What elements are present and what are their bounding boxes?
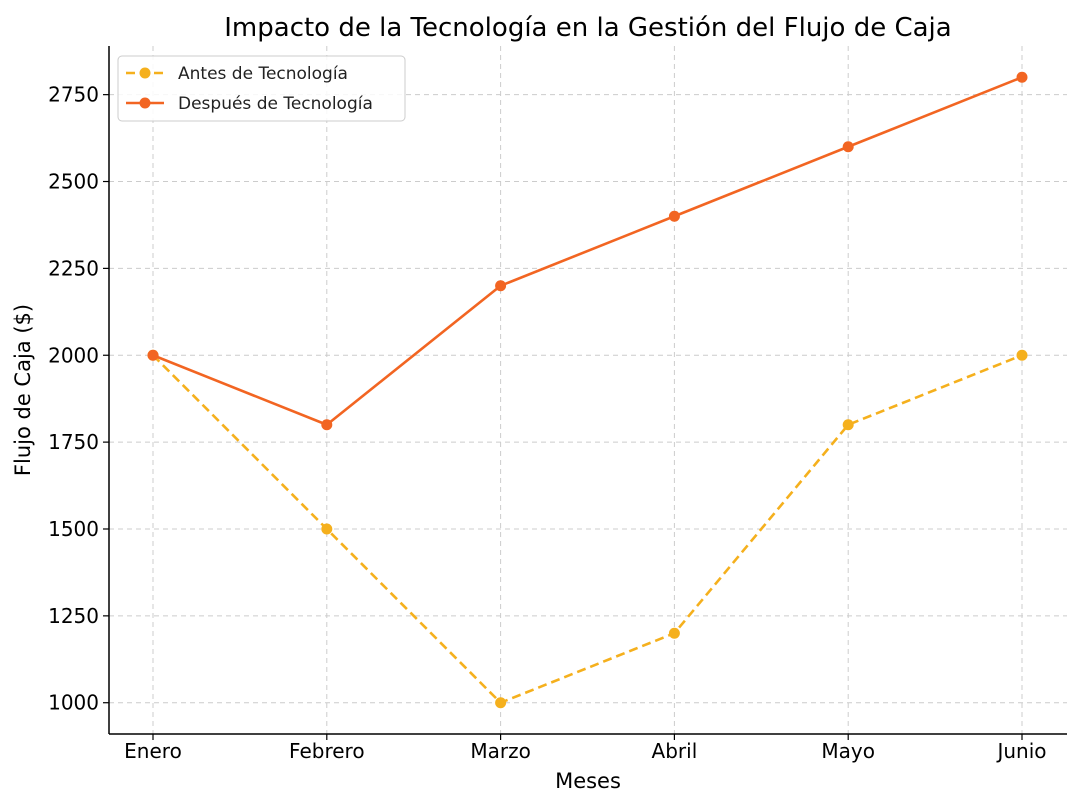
y-tick-label: 1500 <box>48 517 99 541</box>
legend: Antes de Tecnología Después de Tecnología <box>117 55 406 122</box>
x-tick-label: Abril <box>652 739 698 763</box>
grid <box>109 46 1067 734</box>
data-point <box>842 419 854 431</box>
chart-title: Impacto de la Tecnología en la Gestión d… <box>224 13 951 43</box>
y-tick-label: 1250 <box>48 604 99 628</box>
x-axis-label: Meses <box>555 769 621 793</box>
series-line <box>152 76 1023 427</box>
data-point <box>1016 349 1028 361</box>
x-tick-label: Mayo <box>821 739 875 763</box>
series-2 <box>147 71 1028 431</box>
data-point <box>495 280 507 292</box>
x-tick-label: Febrero <box>289 739 365 763</box>
series <box>147 71 1028 709</box>
y-tick-label: 1750 <box>48 430 99 454</box>
y-tick-label: 1000 <box>48 691 99 715</box>
y-tick-label: 2500 <box>48 170 99 194</box>
legend-marker <box>139 67 151 79</box>
data-point <box>668 627 680 639</box>
legend-entry: Después de Tecnología <box>126 94 373 114</box>
x-tick-label: Junio <box>995 739 1046 763</box>
legend-label: Después de Tecnología <box>178 94 373 114</box>
data-point <box>321 523 333 535</box>
data-point <box>842 141 854 153</box>
x-tick-label: Enero <box>124 739 182 763</box>
y-tick-label: 2000 <box>48 343 99 367</box>
y-tick-label: 2250 <box>48 256 99 280</box>
data-point <box>321 419 333 431</box>
y-tick-label: 2750 <box>48 83 99 107</box>
legend-label: Antes de Tecnología <box>178 64 348 84</box>
data-point <box>147 349 159 361</box>
legend-marker <box>139 97 151 109</box>
x-tick-label: Marzo <box>470 739 530 763</box>
data-point <box>668 210 680 222</box>
legend-box <box>117 55 406 122</box>
legend-entry: Antes de Tecnología <box>126 64 348 84</box>
data-point <box>1016 71 1028 83</box>
axes <box>108 46 1067 735</box>
y-axis-label: Flujo de Caja ($) <box>11 304 35 476</box>
ticks: Enero Febrero Marzo Abril Mayo Junio 1000 1250 1… <box>48 83 1046 763</box>
data-point <box>495 697 507 709</box>
series-line <box>152 354 1023 705</box>
